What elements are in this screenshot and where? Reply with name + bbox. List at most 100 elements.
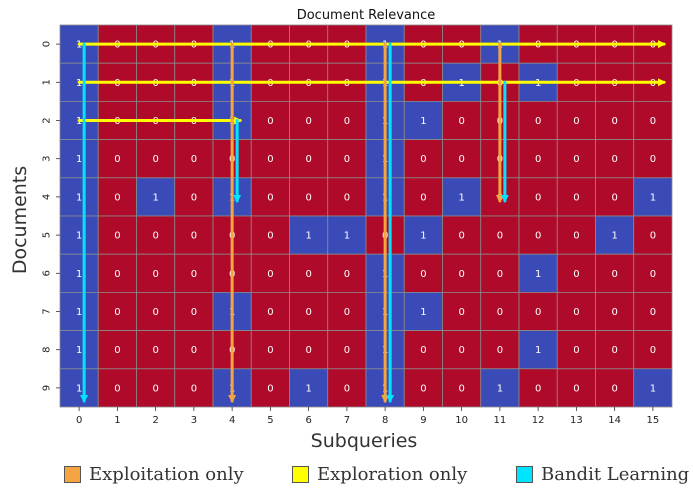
cell-value-label: 0 [611,307,617,318]
cell-value-label: 0 [152,269,158,280]
heatmap-cell-r4-c13 [556,177,596,217]
cell-value-label: 0 [344,307,350,318]
cell-value-label: 0 [305,192,311,203]
cell-value-label: 0 [267,345,273,356]
heatmap-cell-r3-c5 [250,139,290,179]
heatmap-cell-r5-c10 [442,215,482,255]
cell-value-label: 0 [152,307,158,318]
cell-value-label: 0 [535,154,541,165]
cell-value-label: 0 [650,231,656,242]
heatmap-cell-r7-c5 [250,291,290,331]
cell-value-label: 0 [344,269,350,280]
heatmap-cell-r9-c1 [97,368,137,408]
cell-value-label: 1 [420,307,426,318]
cell-value-label: 1 [611,231,617,242]
cell-value-label: 0 [420,269,426,280]
heatmap-cell-r5-c9 [403,215,443,255]
cell-value-label: 0 [535,192,541,203]
cell-value-label: 0 [305,345,311,356]
heatmap-cell-r7-c14 [595,291,635,331]
cell-value-label: 0 [611,116,617,127]
heatmap-cell-r7-c6 [289,291,329,331]
x-axis-ticks: 0 1 2 3 4 5 6 7 8 9 10 11 12 13 14 15 [76,407,659,426]
x-tick-label: 9 [420,415,426,426]
cell-value-label: 1 [76,192,82,203]
cell-value-label: 0 [535,307,541,318]
heatmap-cell-r8-c14 [595,330,635,370]
heatmap-cell-r9-c0 [59,368,99,408]
legend-swatch-bandit [516,466,533,483]
cell-value-label: 0 [191,307,197,318]
heatmap-cell-r7-c11 [480,291,520,331]
cell-value-label: 0 [114,154,120,165]
cell-value-label: 0 [114,269,120,280]
cell-value-label: 0 [420,154,426,165]
heatmap-cell-r3-c2 [136,139,176,179]
heatmap-cell-r6-c9 [403,253,443,293]
cell-value-label: 1 [497,383,503,394]
heatmap-cell-r6-c1 [97,253,137,293]
cell-value-label: 0 [305,269,311,280]
heatmap-cell-r3-c10 [442,139,482,179]
heatmap-cell-r9-c14 [595,368,635,408]
cell-value-label: 0 [344,192,350,203]
x-tick-label: 2 [152,415,158,426]
heatmap-cell-r4-c6 [289,177,329,217]
legend-swatch-exploitation [64,466,81,483]
heatmap-cell-r6-c12 [518,253,558,293]
cell-value-label: 0 [191,154,197,165]
cell-value-label: 0 [344,116,350,127]
cell-value-label: 0 [611,154,617,165]
heatmap-cell-r8-c11 [480,330,520,370]
cell-value-label: 0 [573,231,579,242]
heatmap-cell-r5-c12 [518,215,558,255]
heatmap-cell-r5-c13 [556,215,596,255]
cell-value-label: 1 [76,383,82,394]
heatmap-cell-r8-c3 [174,330,214,370]
cell-value-label: 0 [573,192,579,203]
cell-value-label: 0 [191,345,197,356]
heatmap-cell-r3-c15 [633,139,673,179]
cell-value-label: 0 [420,345,426,356]
cell-value-label: 0 [458,231,464,242]
heatmap-cell-r6-c3 [174,253,214,293]
heatmap-cell-r4-c3 [174,177,214,217]
cell-value-label: 0 [114,383,120,394]
heatmap-cell-r6-c10 [442,253,482,293]
cell-value-label: 0 [152,231,158,242]
cell-value-label: 0 [573,154,579,165]
x-tick-label: 15 [647,415,660,426]
y-tick-label: 9 [42,385,53,391]
cell-value-label: 0 [650,307,656,318]
cell-value-label: 0 [458,307,464,318]
legend-item-bandit: Bandit Learning [516,464,689,485]
x-tick-label: 0 [76,415,82,426]
cell-value-label: 1 [76,231,82,242]
x-tick-label: 1 [114,415,120,426]
y-axis-ticks: 0 1 2 3 4 5 6 7 8 9 [42,41,60,391]
heatmap-cell-r3-c12 [518,139,558,179]
cell-value-label: 0 [267,154,273,165]
chart-title: Document Relevance [297,8,436,23]
y-tick-label: 3 [42,156,53,162]
y-tick-label: 8 [42,347,53,353]
cell-value-label: 0 [458,269,464,280]
cell-value-label: 1 [76,154,82,165]
x-tick-label: 14 [608,415,621,426]
x-tick-label: 10 [455,415,468,426]
cell-value-label: 0 [458,383,464,394]
cell-value-label: 0 [420,192,426,203]
cell-value-label: 0 [573,307,579,318]
heatmap-cell-r5-c11 [480,215,520,255]
heatmap-cell-r2-c6 [289,101,329,141]
y-tick-label: 6 [42,270,53,276]
cell-value-label: 0 [191,192,197,203]
x-tick-label: 12 [532,415,545,426]
cell-value-label: 0 [650,116,656,127]
heatmap-cell-r6-c5 [250,253,290,293]
legend-label-exploration: Exploration only [317,464,468,485]
cell-value-label: 1 [76,307,82,318]
heatmap-cell-r7-c1 [97,291,137,331]
cell-value-label: 0 [611,345,617,356]
cell-value-label: 0 [535,231,541,242]
